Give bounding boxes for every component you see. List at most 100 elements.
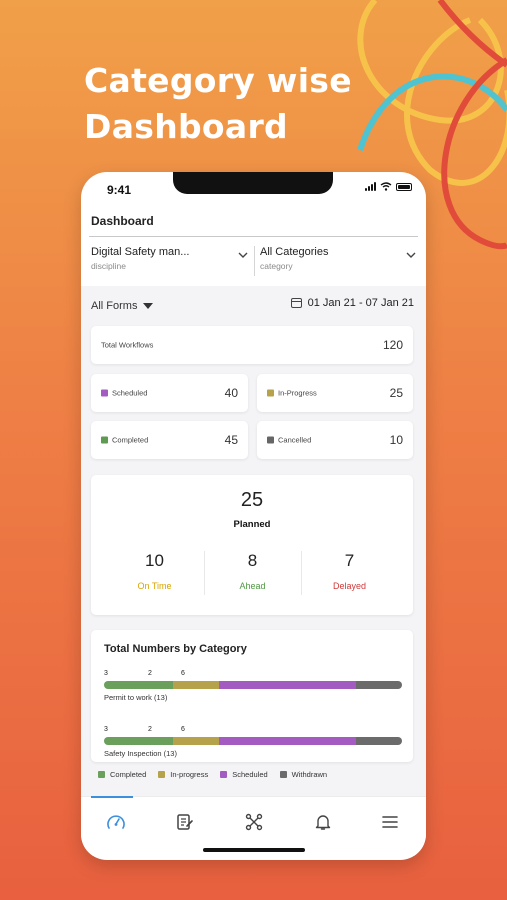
category-value: All Categories: [260, 246, 329, 258]
in-progress-label: In-Progress: [278, 388, 317, 398]
page-title: Dashboard: [91, 214, 154, 228]
bar-value-label: 3: [104, 670, 108, 677]
filter-divider: [254, 246, 255, 276]
status-icons: [365, 182, 412, 191]
bar-segment-scheduled: [218, 681, 357, 689]
total-workflows-label: Total Workflows: [101, 340, 154, 350]
bar-value-label: 6: [181, 670, 185, 677]
bar-segment-in-progress: [172, 737, 219, 745]
in-progress-swatch: [267, 389, 274, 397]
ahead-stat: 8 Ahead: [204, 551, 301, 591]
nav-notifications[interactable]: [312, 811, 334, 833]
delayed-stat: 7 Delayed: [301, 551, 398, 591]
bar-category-label: Safety Inspection (13): [104, 749, 177, 758]
stacked-bar: [104, 737, 402, 745]
dashboard-gauge-icon: [107, 815, 125, 829]
total-workflows-value: 120: [382, 338, 403, 352]
cancelled-swatch: [267, 436, 274, 444]
nav-menu[interactable]: [379, 811, 401, 833]
on-time-stat: 10 On Time: [106, 551, 203, 591]
bar-value-label: 3: [104, 726, 108, 733]
stacked-bar: [104, 681, 402, 689]
legend-label: Completed: [110, 770, 147, 779]
header-divider: [89, 236, 418, 237]
legend-swatch: [158, 771, 166, 778]
total-workflows-card[interactable]: Total Workflows 120: [91, 326, 413, 364]
scheduled-label: Scheduled: [112, 388, 148, 398]
delayed-label: Delayed: [332, 581, 367, 591]
divider: [301, 551, 302, 595]
cancelled-card[interactable]: Cancelled 10: [257, 421, 413, 459]
completed-value: 45: [224, 433, 238, 447]
on-time-label: On Time: [137, 581, 172, 591]
phone-notch: [173, 172, 333, 194]
calendar-icon: [290, 298, 302, 308]
bar-segment-withdrawn: [356, 737, 402, 745]
bottom-nav: [81, 796, 426, 856]
bar-value-label: 2: [148, 726, 152, 733]
bar-value-labels: 3 2 6: [104, 670, 402, 680]
category-dropdown[interactable]: All Categories category: [260, 246, 416, 280]
nav-forms[interactable]: [174, 811, 196, 833]
discipline-dropdown[interactable]: Digital Safety man... discipline: [91, 246, 248, 280]
scheduled-swatch: [101, 389, 108, 397]
nav-dashboard[interactable]: [105, 811, 127, 833]
completed-label: Completed: [112, 435, 149, 445]
cancelled-label: Cancelled: [278, 435, 312, 445]
bar-value-label: 6: [181, 726, 185, 733]
on-time-value: 10: [145, 551, 164, 570]
legend-swatch: [279, 771, 287, 778]
bell-icon: [315, 815, 331, 830]
completed-card[interactable]: Completed 45: [91, 421, 248, 459]
scheduled-value: 40: [224, 386, 238, 400]
bar-category-label: Permit to work (13): [104, 693, 168, 702]
legend-item: Completed: [98, 770, 146, 779]
discipline-label: discipline: [91, 261, 126, 271]
chevron-down-icon: [238, 252, 248, 258]
ahead-value: 8: [247, 551, 258, 570]
forms-filter-label: All Forms: [91, 300, 138, 312]
category-chart-title: Total Numbers by Category: [104, 643, 247, 655]
bar-value-label: 2: [148, 670, 152, 677]
menu-icon: [382, 816, 398, 828]
planned-card[interactable]: 25 Planned 10 On Time 8 Ahead 7 Delayed: [91, 475, 413, 615]
category-label: category: [260, 261, 293, 271]
legend-swatch: [98, 771, 105, 778]
category-chart-card: Total Numbers by Category 3 2 6 Permit to w…: [91, 630, 413, 762]
legend-label: Withdrawn: [291, 770, 328, 779]
nav-workflow[interactable]: [243, 811, 265, 833]
promo-line-2: Dashboard: [84, 107, 288, 146]
promo-headline: Category wise Dashboard: [84, 58, 352, 150]
bar-row: 3 2 6 Safety Inspection (13): [104, 726, 402, 758]
bar-segment-scheduled: [218, 737, 357, 745]
bar-segment-in-progress: [172, 681, 219, 689]
forms-edit-icon: [177, 814, 193, 830]
legend-label: Scheduled: [232, 770, 268, 779]
bar-value-labels: 3 2 6: [104, 726, 402, 736]
in-progress-card[interactable]: In-Progress 25: [257, 374, 413, 412]
dashboard-content: All Forms 01 Jan 21 - 07 Jan 21 Total Wo…: [81, 286, 426, 796]
bar-row: 3 2 6 Permit to work (13): [104, 670, 402, 702]
ahead-label: Ahead: [239, 581, 266, 591]
delayed-value: 7: [344, 551, 355, 570]
wifi-icon: [380, 182, 392, 191]
caret-down-icon: [143, 303, 154, 309]
forms-filter[interactable]: All Forms: [91, 300, 154, 312]
date-range-text: 01 Jan 21 - 07 Jan 21: [307, 297, 414, 309]
scheduled-card[interactable]: Scheduled 40: [91, 374, 248, 412]
nav-active-indicator: [91, 796, 133, 798]
home-indicator: [203, 848, 305, 852]
legend-item: In-progress: [158, 770, 208, 779]
legend-swatch: [220, 771, 228, 778]
chevron-down-icon: [406, 252, 416, 258]
divider: [204, 551, 205, 595]
status-time: 9:41: [107, 183, 132, 197]
workflow-icon: [245, 813, 263, 831]
in-progress-value: 25: [389, 386, 403, 400]
discipline-value: Digital Safety man...: [91, 246, 190, 258]
phone-screen: 9:41 Dashboard Digital Safety man... dis…: [81, 172, 426, 860]
cancelled-value: 10: [389, 433, 403, 447]
legend-item: Withdrawn: [279, 770, 328, 779]
planned-label: Planned: [233, 519, 271, 530]
date-range-picker[interactable]: 01 Jan 21 - 07 Jan 21: [290, 297, 414, 309]
